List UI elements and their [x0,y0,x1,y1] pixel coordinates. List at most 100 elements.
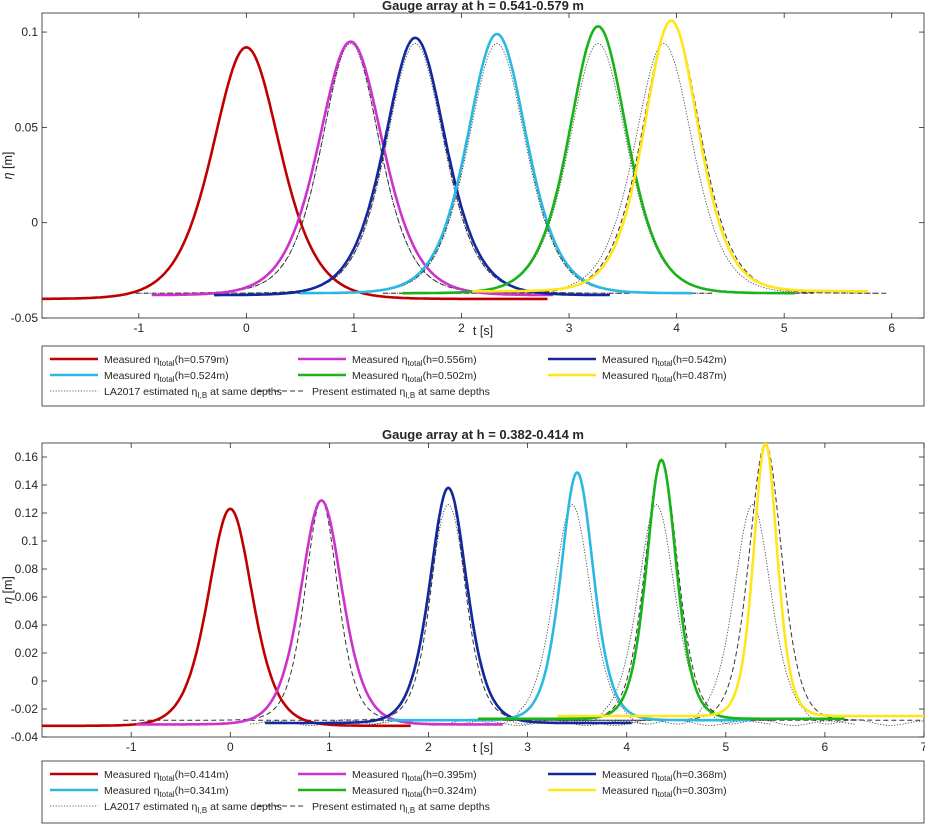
legend-label: Measured ηtotal(h=0.556m) [352,354,477,368]
y-tick-label: 0.04 [15,618,39,632]
la2017-estimate-line [135,43,566,294]
legend-label: Present estimated ηI,B at same depths [312,801,490,815]
legend: Measured ηtotal(h=0.579m) Measured ηtotal… [41,345,925,407]
legend-item: Present estimated ηI,B at same depths [258,386,490,400]
x-tick-label: 0 [227,740,234,754]
x-tick-label: 4 [623,740,630,754]
x-tick-label: 5 [781,321,788,335]
legend-label: Measured ηtotal(h=0.324m) [352,785,477,799]
y-tick-label: 0.1 [21,25,38,39]
measured-series-blue [214,36,610,297]
y-tick-label: -0.02 [11,702,39,716]
y-tick-label: -0.05 [11,311,39,325]
x-tick-label: 6 [822,740,829,754]
legend-item: Measured ηtotal(h=0.395m) [298,769,477,783]
y-tick-label: 0.14 [15,478,39,492]
x-tick-label: 6 [888,321,895,335]
chart-title: Gauge array at h = 0.382-0.414 m [382,427,584,442]
legend-item: Measured ηtotal(h=0.556m) [298,354,477,368]
legend-item: Measured ηtotal(h=0.502m) [298,370,477,384]
legend-label: Measured ηtotal(h=0.542m) [602,354,727,368]
chart-title: Gauge array at h = 0.541-0.579 m [382,0,584,13]
measured-series-red [42,46,548,301]
legend-item: Measured ηtotal(h=0.303m) [548,785,727,799]
la2017-estimate-line [458,504,855,726]
x-tick-label: 4 [673,321,680,335]
x-tick-label: -1 [126,740,137,754]
x-tick-label: 3 [566,321,573,335]
measured-series-magenta [136,499,503,726]
legend-label: Measured ηtotal(h=0.579m) [104,354,229,368]
legend-label: Measured ηtotal(h=0.414m) [104,769,229,783]
measured-series-green [402,25,795,295]
la2017-estimate-line [383,43,814,294]
measured-series-green [478,458,845,721]
legend-label: Measured ηtotal(h=0.395m) [352,769,477,783]
legend-label: Measured ηtotal(h=0.368m) [602,769,727,783]
legend-box [41,345,925,407]
legend-label: LA2017 estimated ηI,B at same depths [104,801,282,815]
present-estimate-line [383,25,814,294]
present-estimate-line [281,33,713,294]
y-tick-label: -0.04 [11,730,39,744]
measured-series-blue [265,486,632,725]
y-axis-label: η [m] [1,576,15,604]
legend-item: LA2017 estimated ηI,B at same depths [50,801,282,815]
legend-item: Measured ηtotal(h=0.414m) [50,769,229,783]
x-tick-label: 1 [326,740,333,754]
plot-series [42,19,887,301]
measured-series-cyan [388,471,751,722]
legend-item: Present estimated ηI,B at same depths [258,801,490,815]
measured-series-yellow [472,19,869,293]
measured-series-red [42,507,411,728]
present-estimate-line [378,471,776,721]
la2017-estimate-line [373,504,771,726]
legend-item: Measured ηtotal(h=0.542m) [548,354,727,368]
legend-label: Measured ηtotal(h=0.502m) [352,370,477,384]
legend-item: Measured ηtotal(h=0.487m) [548,370,727,384]
legend-item: Measured ηtotal(h=0.324m) [298,785,477,799]
legend-label: Measured ηtotal(h=0.303m) [602,785,727,799]
la2017-estimate-line [448,43,879,294]
y-axis-label: η [m] [1,152,15,180]
y-tick-label: 0 [31,216,38,230]
legend-box [41,760,925,824]
y-tick-label: 0.16 [15,450,39,464]
x-tick-label: 1 [351,321,358,335]
legend-item: Measured ηtotal(h=0.524m) [50,370,229,384]
panel-1: Gauge array at h = 0.541-0.579 m -1 0 1 2 3 4 5… [1,0,925,407]
measured-series-magenta [151,40,553,297]
y-tick-label: 0.08 [15,562,39,576]
y-tick-label: 0.1 [21,534,38,548]
legend-item: LA2017 estimated ηI,B at same depths [50,386,282,400]
la2017-estimate-line [281,43,713,294]
x-tick-label: 2 [458,321,465,335]
legend-label: Measured ηtotal(h=0.524m) [104,370,229,384]
legend-label: Present estimated ηI,B at same depths [312,386,490,400]
present-estimate-line [463,459,860,721]
la2017-estimate-line [554,504,924,726]
present-estimate-line [200,37,631,294]
legend-label: Measured ηtotal(h=0.487m) [602,370,727,384]
legend-label: Measured ηtotal(h=0.341m) [104,785,229,799]
x-tick-label: 5 [722,740,729,754]
x-tick-label: 7 [921,740,925,754]
x-tick-label: 3 [524,740,531,754]
y-tick-label: 0.02 [15,646,39,660]
x-axis-label: t [s] [473,741,493,755]
la2017-estimate-line [250,504,647,726]
x-tick-label: 2 [425,740,432,754]
legend-item: Measured ηtotal(h=0.579m) [50,354,229,368]
y-tick-label: 0.12 [15,506,39,520]
legend: Measured ηtotal(h=0.414m) Measured ηtotal… [41,760,925,824]
legend-label: LA2017 estimated ηI,B at same depths [104,386,282,400]
y-tick-label: 0 [31,674,38,688]
y-tick-label: 0.05 [15,120,39,134]
legend-item: Measured ηtotal(h=0.341m) [50,785,229,799]
la2017-estimate-line [200,43,631,294]
y-tick-label: 0.06 [15,590,39,604]
legend-item: Measured ηtotal(h=0.368m) [548,769,727,783]
plot-area [41,442,925,738]
